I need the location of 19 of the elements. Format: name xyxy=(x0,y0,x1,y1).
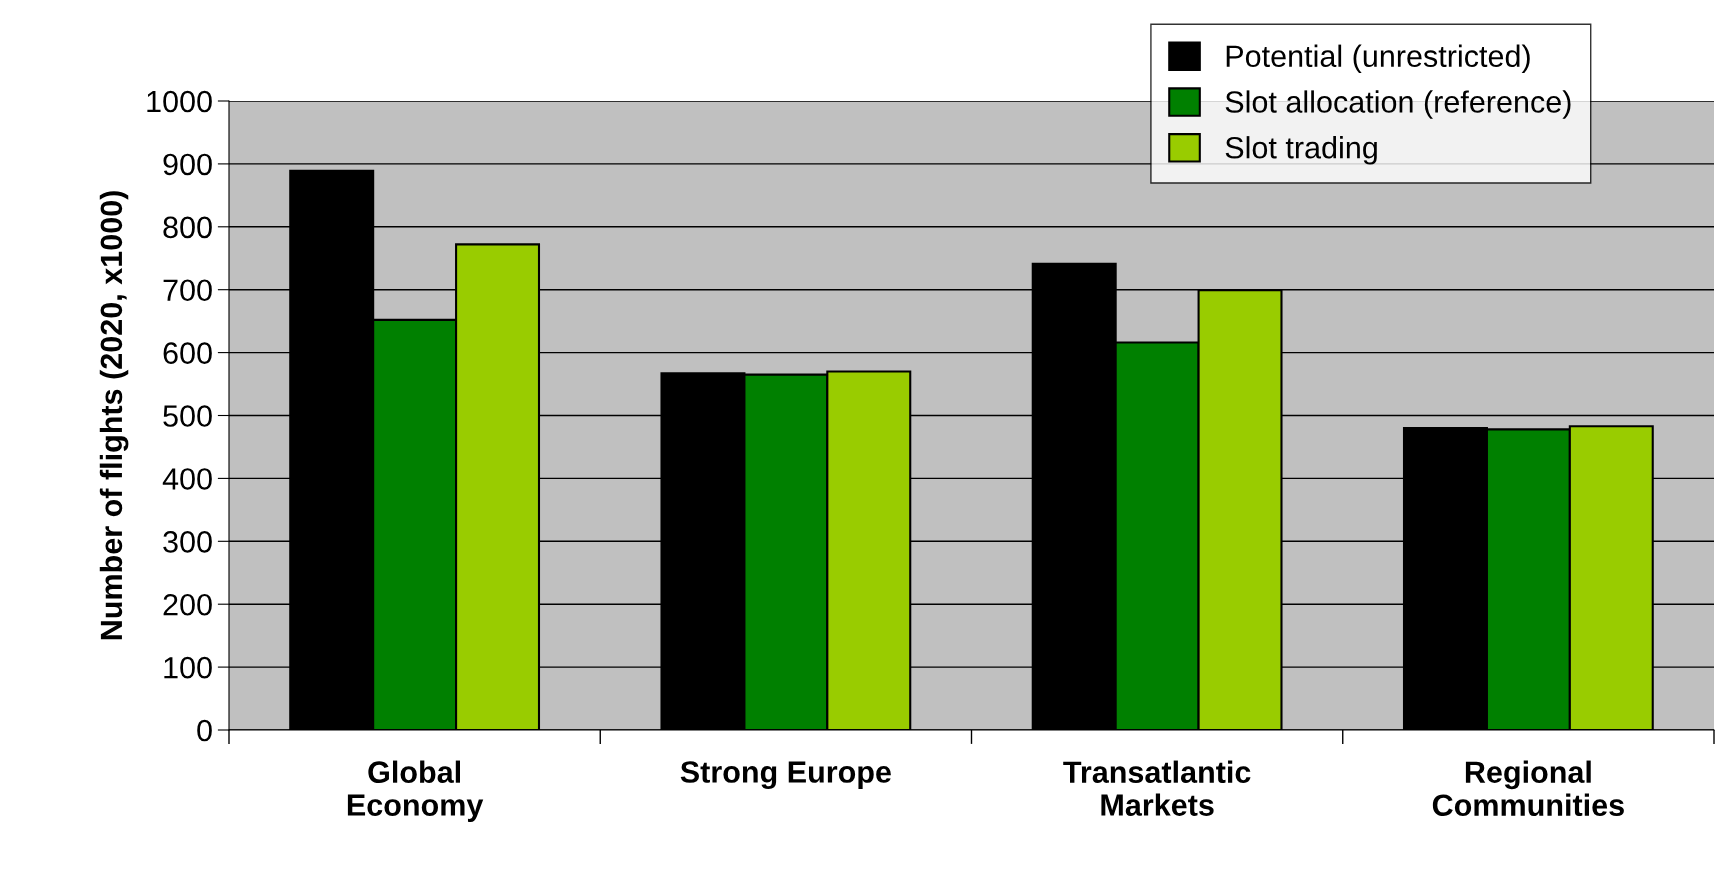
x-tick-label: Global Economy xyxy=(347,760,484,822)
y-tick-label: 500 xyxy=(163,405,212,427)
legend-label: Slot trading xyxy=(1225,136,1377,165)
y-tick-label: 0 xyxy=(197,719,212,742)
y-tick-label: 200 xyxy=(163,593,212,616)
y-tick-label: 600 xyxy=(163,342,212,364)
legend-label: Slot allocation (reference) xyxy=(1225,90,1571,119)
y-tick-label: 400 xyxy=(162,468,212,490)
y-tick-label: 700 xyxy=(163,279,212,302)
y-tick-label: 1000 xyxy=(147,90,212,113)
y-tick-label: 100 xyxy=(164,656,212,679)
y-tick-label: 900 xyxy=(163,153,212,176)
legend-label: Potential (unrestricted) xyxy=(1226,44,1530,74)
x-tick-label: Transatlantic Markets xyxy=(1063,760,1251,816)
x-tick-label: Strong Europe xyxy=(680,761,891,790)
y-tick-label: 300 xyxy=(163,531,212,553)
y-tick-label: 800 xyxy=(163,216,212,239)
y-axis-title: Number of flights (2020, x1000) xyxy=(99,191,129,640)
x-tick-label: Regional Communities xyxy=(1432,760,1624,817)
